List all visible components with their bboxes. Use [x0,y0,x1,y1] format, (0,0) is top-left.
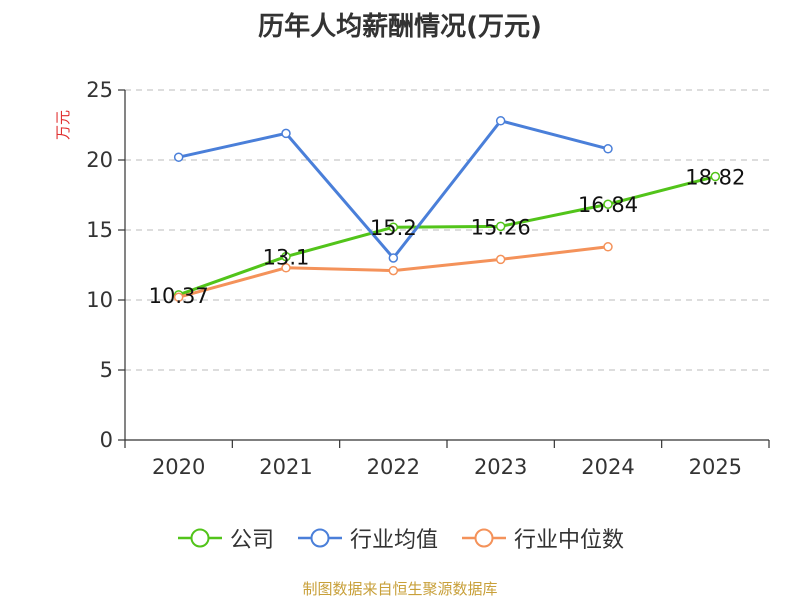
data-point[interactable] [495,221,506,232]
data-label: 16.84 [578,193,638,217]
x-tick-label: 2025 [689,455,742,479]
y-tick-label: 0 [100,428,113,452]
data-point[interactable] [495,116,506,126]
y-tick-label: 20 [86,148,113,172]
legend-line-icon [462,528,506,548]
data-label: 18.82 [685,166,745,190]
series-lines [173,116,721,302]
x-tick-label: 2022 [367,455,420,479]
chart-title: 历年人均薪酬情况(万元) [258,12,542,42]
x-tick-label: 2024 [581,455,634,479]
grid-lines [125,89,769,371]
x-tick-label: 2020 [152,455,205,479]
legend: 公司 行业均值 行业中位数 [0,520,800,556]
legend-label: 行业中位数 [514,528,625,553]
data-point[interactable] [173,152,184,162]
data-label: 15.2 [370,216,417,240]
data-point[interactable] [173,292,184,302]
legend-item-industry-median[interactable]: 行业中位数 [460,522,624,554]
y-tick-label: 25 [86,78,113,102]
source-note: 制图数据来自恒生聚源数据库 [302,580,498,598]
series-line [178,175,716,297]
data-label: 15.26 [471,215,531,239]
data-point[interactable] [388,222,399,232]
data-label: 13.1 [263,246,310,270]
x-tick-label: 2021 [259,455,312,479]
legend-label: 行业均值 [349,528,438,553]
legend-item-industry-mean[interactable]: 行业均值 [296,522,438,554]
data-point[interactable] [281,263,291,273]
data-point[interactable] [281,251,291,262]
legend-line-icon [297,528,342,548]
y-axis-label: 万元 [54,110,72,140]
legend-line-icon [177,528,222,548]
y-tick-label: 10 [86,288,113,312]
y-tick-label: 5 [100,358,113,382]
data-point[interactable] [281,128,291,139]
data-point[interactable] [495,254,506,265]
data-point[interactable] [603,144,613,154]
data-point[interactable] [603,199,613,209]
data-point[interactable] [603,242,613,252]
data-point[interactable] [388,265,399,276]
legend-label: 公司 [229,528,274,553]
legend-item-company[interactable]: 公司 [176,522,274,554]
data-labels: 10.37 13.1 15.2 15.26 16.84 18.82 [149,166,746,308]
data-point[interactable] [710,171,721,182]
x-tick-label: 2023 [474,455,527,479]
y-tick-label: 15 [86,218,113,242]
data-label: 10.37 [149,284,209,308]
data-point[interactable] [388,253,399,263]
